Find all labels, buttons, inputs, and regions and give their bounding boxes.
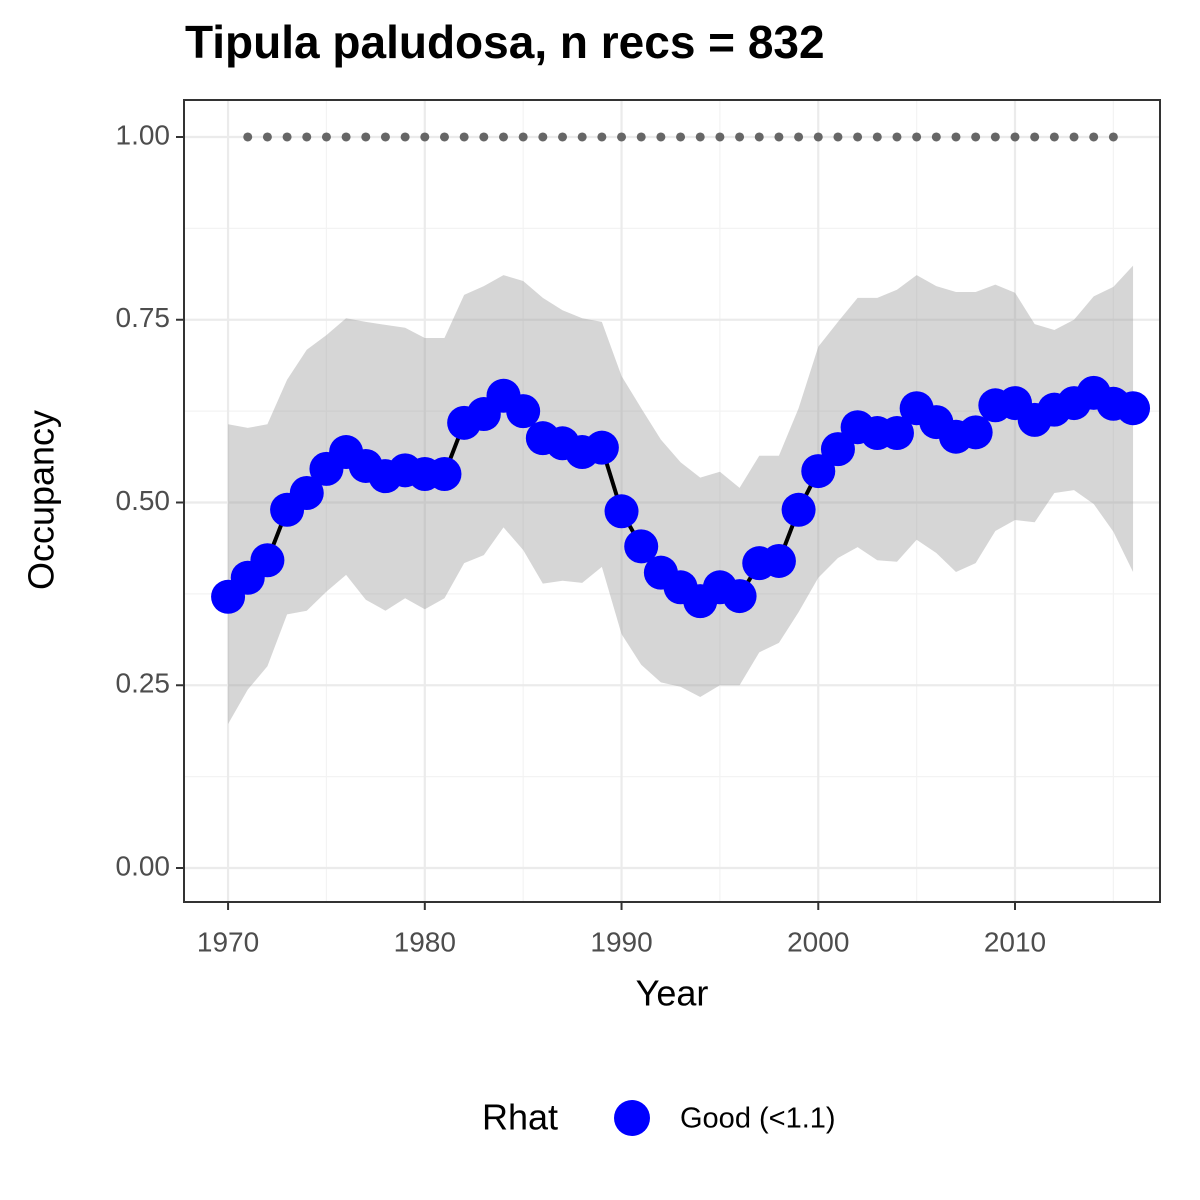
reference-dot: [302, 132, 312, 142]
reference-dot: [676, 132, 686, 142]
x-axis-label: Year: [636, 973, 709, 1014]
reference-dot: [892, 132, 902, 142]
panel-border: [183, 99, 1161, 903]
reference-dot: [853, 132, 863, 142]
reference-dot: [262, 132, 272, 142]
reference-dot: [479, 132, 489, 142]
reference-dot: [931, 132, 941, 142]
reference-dot: [400, 132, 410, 142]
y-tick-label: 0.75: [116, 302, 171, 333]
panel: [184, 100, 1160, 902]
reference-dot: [735, 132, 745, 142]
reference-dot: [1069, 132, 1079, 142]
reference-dot: [459, 132, 469, 142]
point: [958, 415, 993, 450]
point: [506, 394, 541, 429]
reference-dot: [380, 132, 390, 142]
reference-dot: [341, 132, 351, 142]
point: [879, 416, 914, 451]
reference-dot: [420, 132, 430, 142]
point: [722, 579, 757, 614]
reference-dot: [872, 132, 882, 142]
point: [801, 454, 836, 489]
x-tick-label: 1970: [197, 926, 259, 957]
reference-dot: [794, 132, 804, 142]
y-tick-label: 0.00: [116, 850, 171, 881]
reference-dot: [577, 132, 587, 142]
y-tick-label: 1.00: [116, 119, 171, 150]
reference-dot: [715, 132, 725, 142]
point: [289, 475, 324, 510]
legend-title: Rhat: [482, 1097, 558, 1138]
point: [427, 456, 462, 491]
reference-dot: [695, 132, 705, 142]
reference-dot: [990, 132, 1000, 142]
reference-dot: [1089, 132, 1099, 142]
point: [584, 430, 619, 465]
y-tick-label: 0.50: [116, 485, 171, 516]
point: [820, 432, 855, 467]
x-tick-label: 2000: [787, 926, 849, 957]
reference-dot: [813, 132, 823, 142]
reference-dot: [439, 132, 449, 142]
reference-dot: [518, 132, 528, 142]
reference-dot: [617, 132, 627, 142]
point: [1116, 391, 1151, 426]
point: [761, 543, 796, 578]
x-tick-label: 2010: [984, 926, 1046, 957]
reference-dot: [321, 132, 331, 142]
reference-dot: [243, 132, 253, 142]
reference-dot: [1030, 132, 1040, 142]
point: [250, 543, 285, 578]
x-tick-label: 1990: [590, 926, 652, 957]
y-tick-label: 0.25: [116, 668, 171, 699]
legend-label: Good (<1.1): [680, 1103, 836, 1135]
reference-dot: [361, 132, 371, 142]
point: [781, 492, 816, 527]
point: [624, 529, 659, 564]
reference-dot: [498, 132, 508, 142]
y-axis-label: Occupancy: [21, 410, 62, 590]
confidence-ribbon: [228, 265, 1134, 724]
reference-dot: [971, 132, 981, 142]
reference-dot: [774, 132, 784, 142]
point: [604, 494, 639, 529]
reference-dot: [754, 132, 764, 142]
reference-dot: [1010, 132, 1020, 142]
reference-dot: [951, 132, 961, 142]
reference-dot: [833, 132, 843, 142]
reference-dot: [282, 132, 292, 142]
reference-dot: [912, 132, 922, 142]
reference-dot: [1108, 132, 1118, 142]
reference-dot: [656, 132, 666, 142]
reference-dot: [538, 132, 548, 142]
x-tick-label: 1980: [394, 926, 456, 957]
reference-dot: [558, 132, 568, 142]
legend-marker: [614, 1100, 650, 1136]
reference-dot: [636, 132, 646, 142]
chart-title: Tipula paludosa, n recs = 832: [185, 16, 825, 68]
reference-dot: [1049, 132, 1059, 142]
reference-dot: [597, 132, 607, 142]
